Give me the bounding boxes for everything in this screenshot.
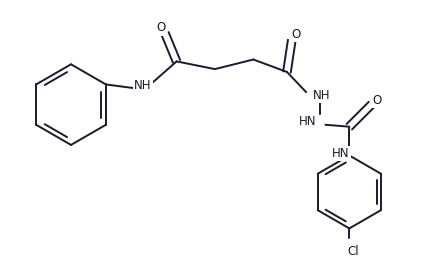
Text: NH: NH <box>134 79 152 92</box>
Text: HN: HN <box>332 147 350 160</box>
Text: O: O <box>157 21 166 34</box>
Text: HN: HN <box>299 115 317 128</box>
Text: Cl: Cl <box>347 245 359 257</box>
Text: NH: NH <box>313 88 330 102</box>
Text: O: O <box>372 94 382 107</box>
Text: O: O <box>291 28 300 41</box>
